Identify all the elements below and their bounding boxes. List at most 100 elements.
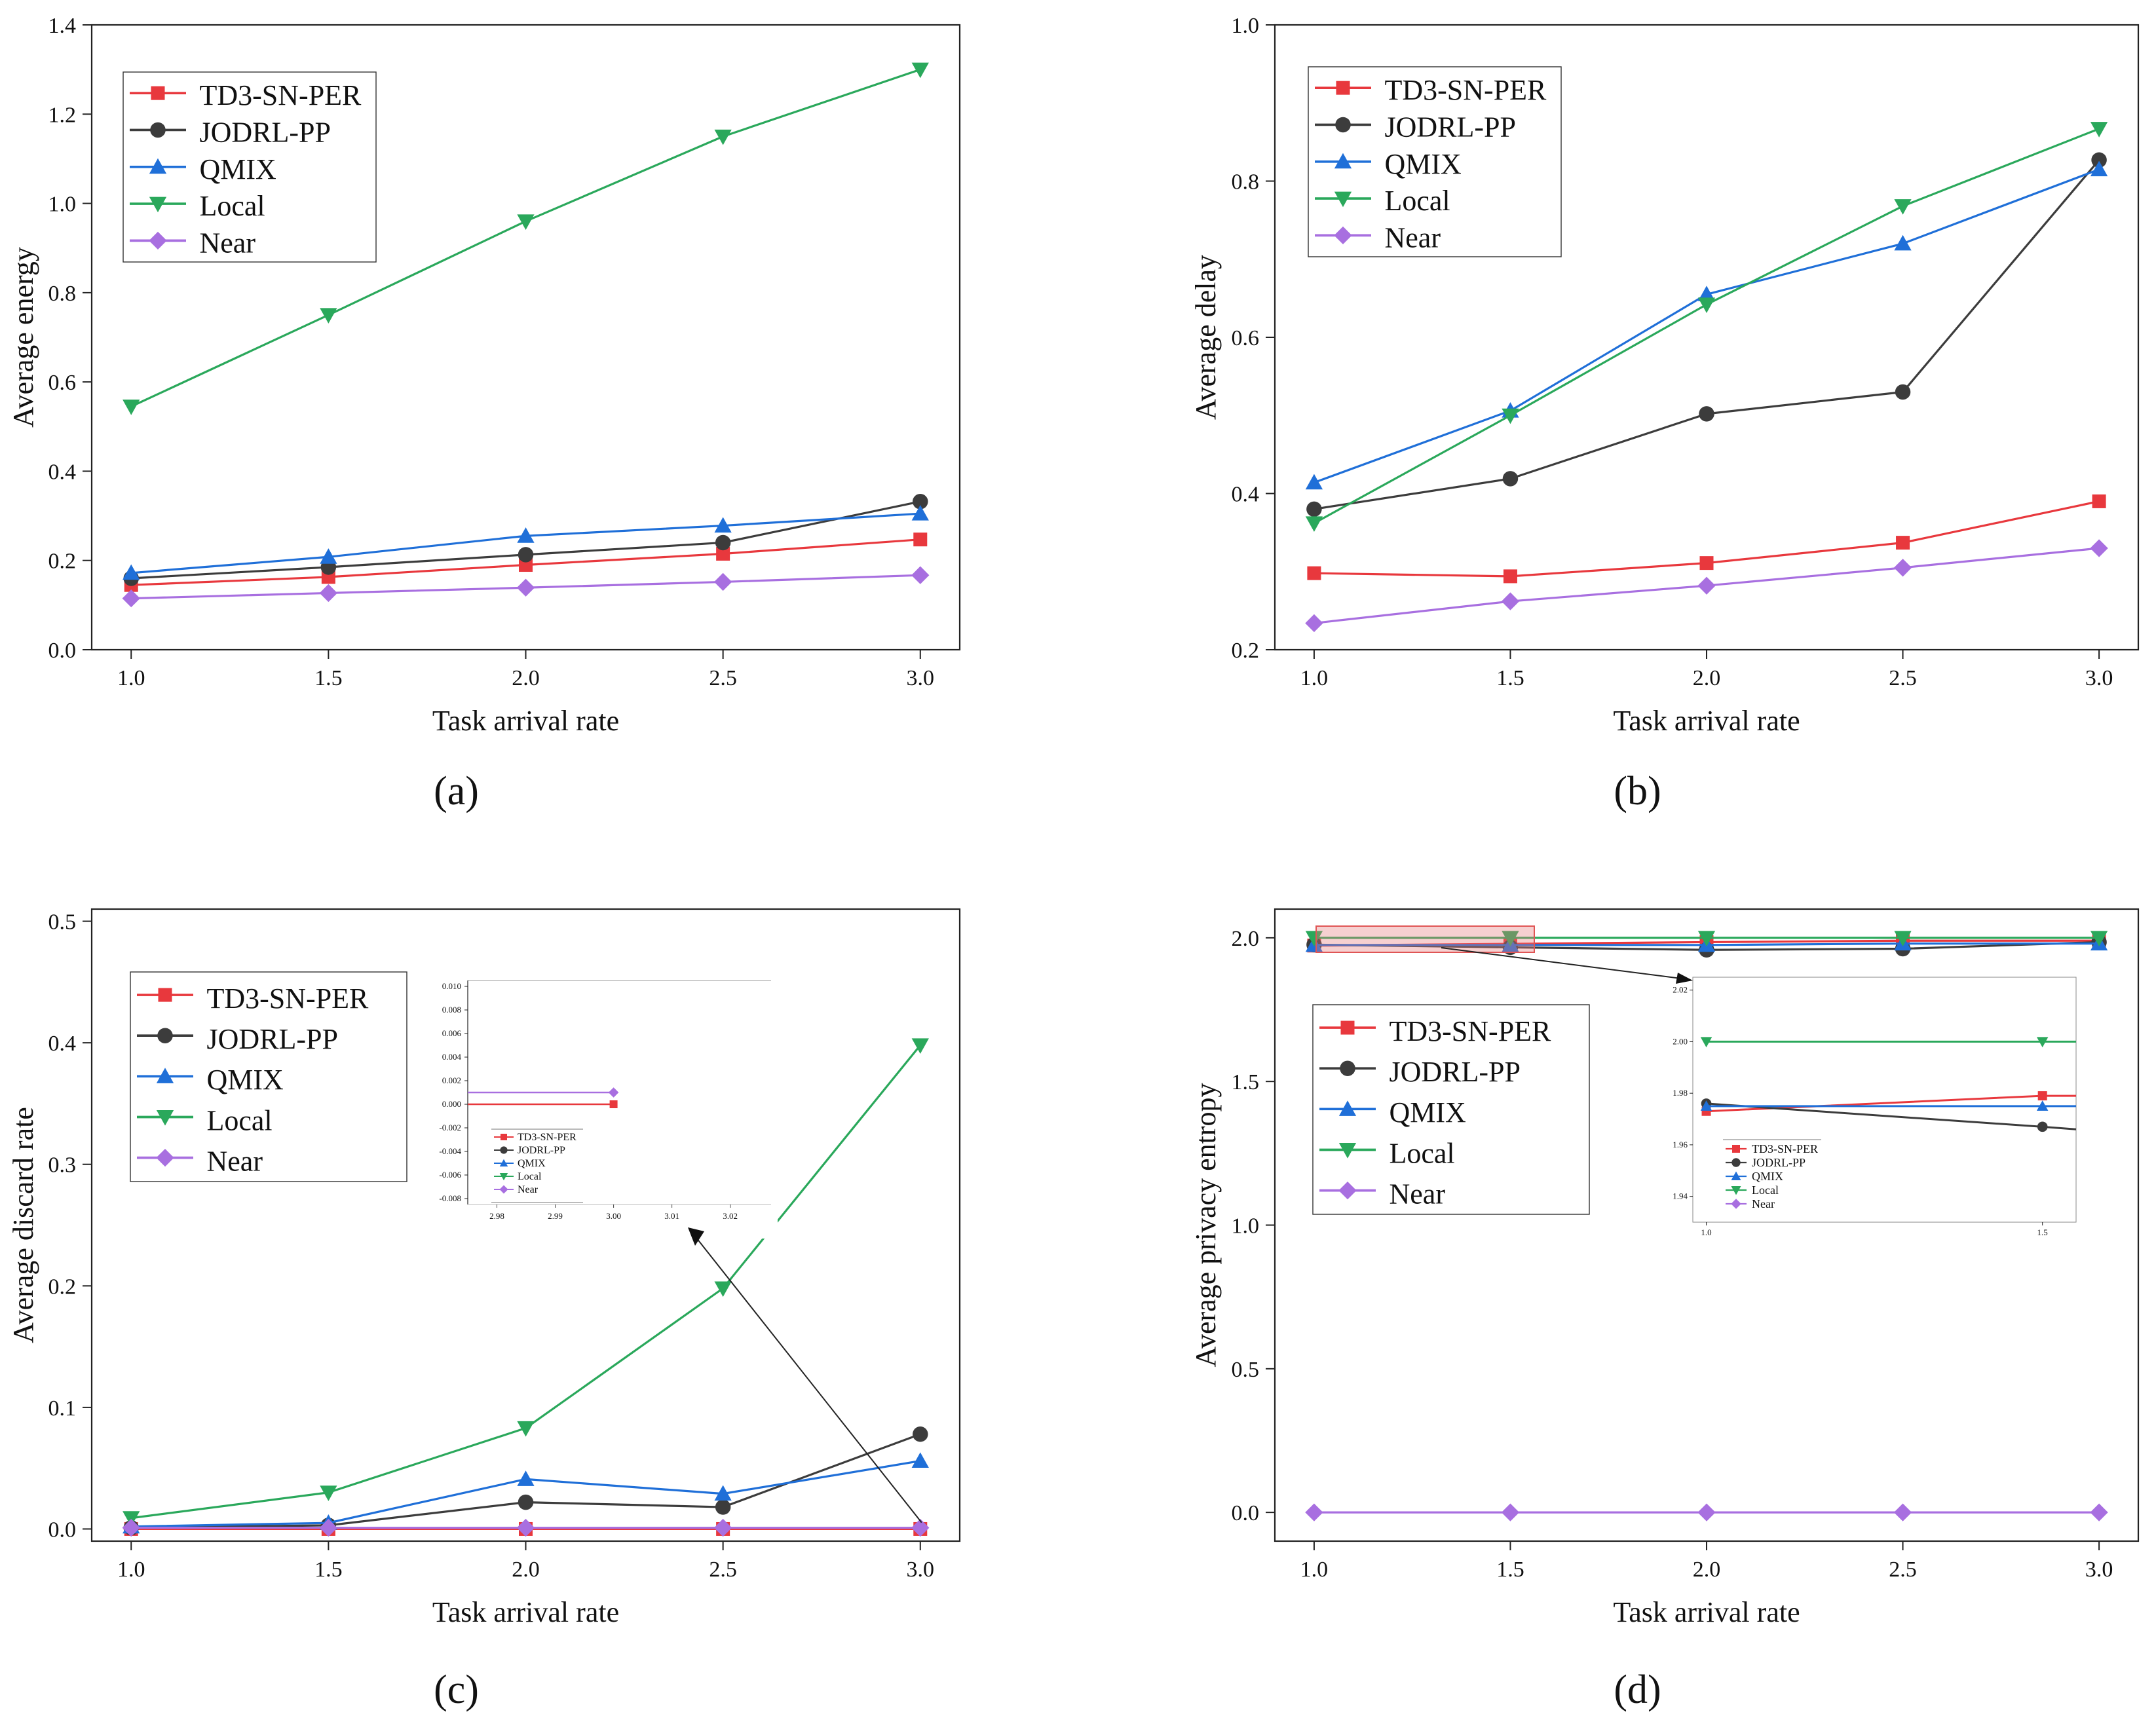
data-point-qmix [2090,160,2108,177]
y-tick-label: 1.0 [1232,1214,1260,1239]
legend-item-near: Near [137,1145,263,1177]
legend-marker-local [1334,191,1352,208]
inset-legend-label-qmix: QMIX [1752,1170,1783,1183]
legend-marker-near [149,231,167,250]
y-tick-label: 0.8 [48,282,77,306]
panel-label: (a) [434,769,479,813]
data-point-jodrl-pp [1699,406,1714,422]
data-point-local [1502,408,1519,424]
data-point-near [319,584,338,603]
y-axis-title: Average privacy entropy [1190,1083,1222,1367]
y-tick-label: 0.0 [1232,1501,1260,1525]
legend-marker-near [1334,226,1352,245]
legend-label-local: Local [207,1104,273,1136]
legend-marker-qmix [149,158,167,174]
data-point-jodrl-pp [715,1499,731,1515]
legend-item-local: Local [1319,1137,1455,1169]
x-axis-title: Task arrival rate [1613,1596,1800,1628]
panel-c: 1.0 1.5 2.0 2.5 3.0 0.0 0.1 0.2 0.3 0.4 0.5 Task ar… [7,908,961,1712]
inset-legend-marker-near [1731,1199,1741,1209]
data-point-near [713,572,732,591]
x-axis-title: Task arrival rate [432,1596,619,1628]
series-jodrl-pp [1306,152,2107,517]
x-tick-label: 2.0 [512,1558,540,1582]
inset-legend-marker-qmix [499,1159,508,1166]
legend-marker-local [156,1110,174,1126]
x-tick-label: 3.0 [2085,666,2113,690]
legend-label-qmix: QMIX [200,153,276,185]
data-point-qmix [123,564,140,580]
series-jodrl-pp [123,494,928,586]
y-tick-label: 0.2 [1232,639,1260,663]
legend-label-local: Local [1390,1137,1455,1169]
series-near [122,1518,930,1537]
x-axis-title: Task arrival rate [432,705,619,737]
data-point-jodrl-pp [518,547,534,563]
inset-legend-label-local: Local [1752,1184,1779,1197]
legend-item-td3-sn-per: TD3-SN-PER [130,79,362,111]
inset-y-tick-label: 0.002 [442,1075,461,1085]
inset-legend-label-local: Local [518,1171,542,1182]
data-point-near [2090,1503,2108,1521]
data-point-local [517,214,535,230]
y-tick-label: 1.4 [48,14,77,38]
data-point-qmix [320,548,337,564]
data-point-near [2090,539,2108,557]
data-point-near [122,589,140,608]
inset-y-tick-label: 1.96 [1673,1140,1688,1149]
inset-legend-marker-near [499,1185,508,1194]
data-point-td3-sn-per [1699,556,1714,570]
legend-item-near: Near [1319,1178,1445,1210]
legend-marker-jodrl-pp [157,1028,173,1043]
data-point-local [517,1421,535,1437]
inset-y-tick-label: -0.008 [439,1193,461,1203]
data-point-local [714,129,732,145]
x-tick-label: 1.0 [117,1558,145,1582]
x-tick-label: 1.0 [117,666,145,690]
inset-legend-marker-local [499,1173,508,1181]
legend-item-td3-sn-per: TD3-SN-PER [1319,1015,1551,1047]
legend-label-jodrl-pp: JODRL-PP [200,116,331,148]
inset-point-near [608,1087,619,1098]
y-tick-label: 0.5 [48,910,77,935]
x-tick-label: 1.0 [1300,1558,1329,1582]
inset-legend-label-jodrl-pp: JODRL-PP [1752,1156,1806,1169]
legend-label-near: Near [207,1145,263,1177]
inset-legend-marker-td3-sn-per [1732,1145,1740,1153]
legend-marker-td3-sn-per [158,988,172,1002]
zoom-region-highlight [1315,925,1535,953]
inset-x-tick-label: 1.5 [2037,1227,2048,1237]
y-tick-label: 0.2 [48,550,77,574]
legend-marker-qmix [156,1068,174,1083]
legend-label-near: Near [1390,1178,1446,1210]
x-tick-label: 1.5 [314,666,343,690]
data-point-jodrl-pp [518,1494,534,1510]
legend-item-qmix: QMIX [1315,148,1462,180]
inset-y-tick-label: -0.006 [439,1170,461,1180]
legend-label-local: Local [1385,185,1450,217]
zoom-arrow-line [696,1237,922,1523]
series-near [122,566,930,608]
data-point-qmix [714,1485,732,1501]
inset-x-tick-label: 3.00 [606,1211,621,1221]
data-point-qmix [1894,234,1912,251]
legend-label-near: Near [1385,221,1441,253]
inset-y-tick-label: 0.006 [442,1028,462,1038]
data-point-local [1697,931,1716,946]
y-tick-label: 1.0 [48,193,77,217]
x-tick-label: 3.0 [907,666,935,690]
legend-item-jodrl-pp: JODRL-PP [130,116,331,148]
inset-y-tick-label: 0.000 [442,1099,461,1109]
inset-y-tick-label: 0.010 [442,981,461,991]
legend-item-local: Local [137,1104,273,1136]
data-point-near [911,566,930,584]
y-tick-label: 0.6 [1232,326,1260,350]
x-tick-label: 2.5 [1889,1558,1917,1582]
x-tick-label: 1.5 [314,1558,343,1582]
panel-a: 1.0 1.5 2.0 2.5 3.0 0.0 0.2 0.4 0.6 0.8 1.0 1.2 1.4 T… [7,14,961,813]
data-point-local [320,1485,337,1501]
y-tick-label: 0.1 [48,1396,77,1421]
y-axis-title: Average energy [7,247,39,428]
data-point-qmix [714,517,732,533]
data-point-td3-sn-per [1503,569,1517,584]
